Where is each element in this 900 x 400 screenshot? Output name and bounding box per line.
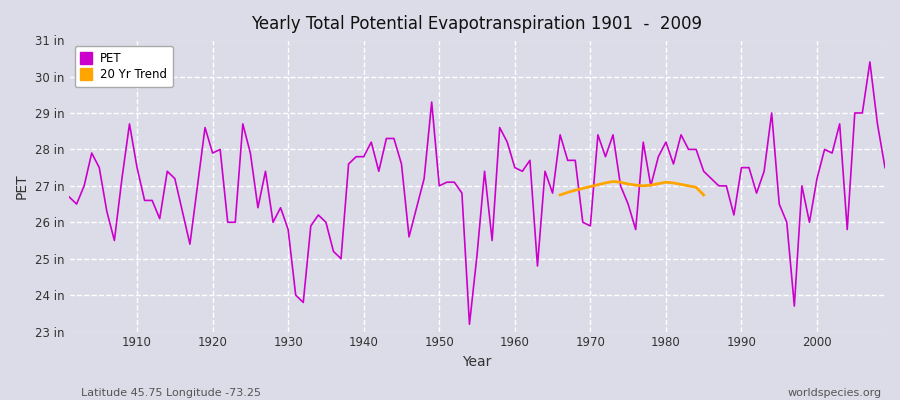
- Text: worldspecies.org: worldspecies.org: [788, 388, 882, 398]
- Title: Yearly Total Potential Evapotranspiration 1901  -  2009: Yearly Total Potential Evapotranspiratio…: [251, 15, 703, 33]
- Y-axis label: PET: PET: [15, 173, 29, 199]
- X-axis label: Year: Year: [463, 355, 491, 369]
- Text: Latitude 45.75 Longitude -73.25: Latitude 45.75 Longitude -73.25: [81, 388, 261, 398]
- Legend: PET, 20 Yr Trend: PET, 20 Yr Trend: [75, 46, 173, 87]
